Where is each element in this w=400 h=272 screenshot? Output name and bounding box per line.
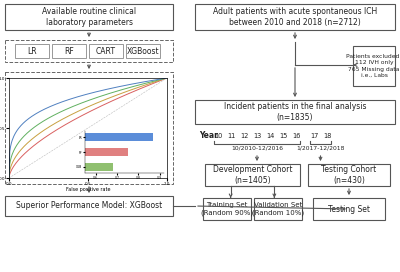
FancyBboxPatch shape	[89, 44, 123, 58]
FancyBboxPatch shape	[5, 72, 173, 184]
FancyBboxPatch shape	[205, 164, 300, 186]
Text: XGBoost: XGBoost	[127, 47, 159, 55]
FancyBboxPatch shape	[5, 196, 173, 216]
Text: Testing Cohort
(n=430): Testing Cohort (n=430)	[321, 165, 377, 185]
FancyBboxPatch shape	[195, 100, 395, 124]
FancyBboxPatch shape	[254, 198, 302, 220]
Text: Available routine clinical
laboratory parameters: Available routine clinical laboratory pa…	[42, 7, 136, 27]
FancyBboxPatch shape	[126, 44, 160, 58]
Text: Adult patients with acute spontaneous ICH
between 2010 and 2018 (n=2712): Adult patients with acute spontaneous IC…	[213, 7, 377, 27]
Text: RF: RF	[64, 47, 74, 55]
Text: 10/2010-12/2016: 10/2010-12/2016	[231, 146, 283, 150]
Text: Patients excluded:
112 IVH only
765 Missing data
i.e., Labs: Patients excluded: 112 IVH only 765 Miss…	[346, 54, 400, 78]
Text: Incident patients in the final analysis
(n=1835): Incident patients in the final analysis …	[224, 102, 366, 122]
Text: 13: 13	[253, 133, 261, 139]
FancyBboxPatch shape	[15, 44, 49, 58]
FancyBboxPatch shape	[203, 198, 251, 220]
Text: CART: CART	[96, 47, 116, 55]
FancyBboxPatch shape	[313, 198, 385, 220]
Text: 1/2017-12/2018: 1/2017-12/2018	[296, 146, 345, 150]
FancyBboxPatch shape	[195, 4, 395, 30]
Text: 12: 12	[240, 133, 248, 139]
Text: 15: 15	[279, 133, 287, 139]
Text: 17: 17	[310, 133, 318, 139]
Text: Validation Set
(Random 10%): Validation Set (Random 10%)	[252, 202, 304, 216]
Text: 16: 16	[292, 133, 300, 139]
X-axis label: False positive rate: False positive rate	[66, 187, 110, 192]
Text: Training Set
(Random 90%): Training Set (Random 90%)	[201, 202, 253, 216]
FancyBboxPatch shape	[308, 164, 390, 186]
Text: Year: Year	[199, 131, 218, 141]
FancyBboxPatch shape	[353, 46, 395, 86]
Text: LR: LR	[27, 47, 37, 55]
Text: Development Cohort
(n=1405): Development Cohort (n=1405)	[213, 165, 292, 185]
Text: 18: 18	[323, 133, 331, 139]
FancyBboxPatch shape	[5, 40, 173, 62]
Text: 11: 11	[227, 133, 235, 139]
Text: 14: 14	[266, 133, 274, 139]
FancyBboxPatch shape	[5, 4, 173, 30]
Text: Testing Set: Testing Set	[328, 205, 370, 214]
Text: 10: 10	[214, 133, 222, 139]
Text: Superior Performance Model: XGBoost: Superior Performance Model: XGBoost	[16, 202, 162, 211]
FancyBboxPatch shape	[52, 44, 86, 58]
